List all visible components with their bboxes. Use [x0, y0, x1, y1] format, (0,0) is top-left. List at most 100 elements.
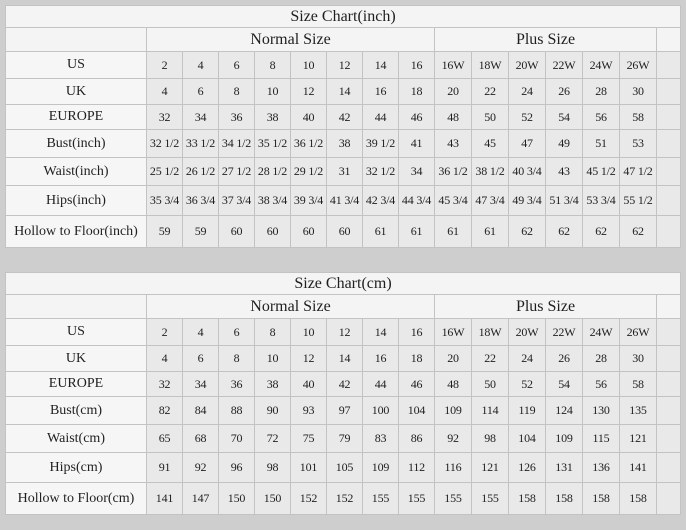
size-value: 38 3/4	[254, 185, 291, 216]
size-value: 22	[471, 78, 509, 105]
spacer-cell	[656, 27, 681, 52]
row-label: Waist(cm)	[5, 424, 147, 453]
size-value: 83	[362, 424, 399, 453]
size-value: 10	[254, 78, 291, 105]
table-row: Hollow to Floor(cm) 141 147 150 150 152 152 155…	[5, 482, 681, 515]
spacer-cell	[656, 345, 681, 372]
spacer-cell	[656, 104, 681, 130]
size-value: 38	[254, 371, 291, 397]
column-group-row: Normal Size Plus Size	[5, 294, 681, 319]
spacer-cell	[656, 396, 681, 425]
size-value: 62	[545, 215, 583, 248]
size-value: 158	[508, 482, 546, 515]
row-label: Waist(inch)	[5, 157, 147, 186]
size-value: 53 3/4	[582, 185, 620, 216]
corner-cell	[5, 27, 147, 52]
table-row: EUROPE 32 34 36 38 40 42 44 46 48 50 52 54 56 58	[5, 371, 681, 397]
size-value: 22	[471, 345, 509, 372]
size-value: 34	[182, 371, 219, 397]
size-value: 26W	[619, 318, 657, 346]
size-value: 36 3/4	[182, 185, 219, 216]
size-value: 22W	[545, 318, 583, 346]
row-label: UK	[5, 345, 147, 372]
spacer-cell	[656, 424, 681, 453]
size-value: 47 3/4	[471, 185, 509, 216]
size-value: 33 1/2	[182, 129, 219, 158]
size-value: 59	[146, 215, 183, 248]
size-chart-cm-table: Size Chart(cm) Normal Size Plus Size US 2 4 6 8…	[5, 272, 681, 515]
size-value: 104	[508, 424, 546, 453]
size-value: 46	[398, 371, 435, 397]
size-value: 61	[362, 215, 399, 248]
table-title: Size Chart(cm)	[5, 272, 681, 295]
size-value: 97	[326, 396, 363, 425]
size-value: 62	[582, 215, 620, 248]
row-label: UK	[5, 78, 147, 105]
size-value: 18W	[471, 318, 509, 346]
size-value: 42 3/4	[362, 185, 399, 216]
size-value: 42	[326, 371, 363, 397]
table-row: US 2 4 6 8 10 12 14 16 16W 18W 20W 22W 24W 26W	[5, 51, 681, 79]
size-value: 31	[326, 157, 363, 186]
size-value: 37 3/4	[218, 185, 255, 216]
size-value: 105	[326, 452, 363, 483]
size-value: 8	[254, 51, 291, 79]
size-value: 36 1/2	[290, 129, 327, 158]
size-value: 12	[326, 51, 363, 79]
size-value: 2	[146, 318, 183, 346]
size-value: 119	[508, 396, 546, 425]
spacer-cell	[656, 482, 681, 515]
size-value: 4	[146, 345, 183, 372]
size-value: 51	[582, 129, 620, 158]
size-value: 32	[146, 371, 183, 397]
size-value: 10	[254, 345, 291, 372]
size-value: 10	[290, 51, 327, 79]
size-value: 26W	[619, 51, 657, 79]
size-value: 12	[290, 345, 327, 372]
size-value: 155	[471, 482, 509, 515]
size-value: 16W	[434, 318, 472, 346]
size-value: 44 3/4	[398, 185, 435, 216]
size-value: 141	[146, 482, 183, 515]
size-value: 6	[218, 318, 255, 346]
size-value: 43	[545, 157, 583, 186]
size-value: 136	[582, 452, 620, 483]
size-value: 22W	[545, 51, 583, 79]
size-value: 16	[362, 345, 399, 372]
size-value: 121	[619, 424, 657, 453]
size-value: 131	[545, 452, 583, 483]
size-value: 126	[508, 452, 546, 483]
size-value: 109	[545, 424, 583, 453]
table-row: Waist(cm) 65 68 70 72 75 79 83 86 92 98 104 109 115 12…	[5, 424, 681, 453]
size-value: 4	[146, 78, 183, 105]
size-value: 20	[434, 78, 472, 105]
size-value: 46	[398, 104, 435, 130]
size-value: 30	[619, 345, 657, 372]
size-value: 109	[434, 396, 472, 425]
size-value: 40 3/4	[508, 157, 546, 186]
spacer-cell	[656, 129, 681, 158]
size-value: 16	[398, 51, 435, 79]
size-value: 155	[398, 482, 435, 515]
size-value: 60	[218, 215, 255, 248]
size-value: 82	[146, 396, 183, 425]
size-value: 130	[582, 396, 620, 425]
size-value: 4	[182, 318, 219, 346]
corner-cell	[5, 294, 147, 319]
size-value: 98	[254, 452, 291, 483]
size-value: 43	[434, 129, 472, 158]
row-label: US	[5, 51, 147, 79]
row-label: Bust(inch)	[5, 129, 147, 158]
column-group-row: Normal Size Plus Size	[5, 27, 681, 52]
size-value: 34	[182, 104, 219, 130]
size-value: 54	[545, 371, 583, 397]
size-value: 34	[398, 157, 435, 186]
size-value: 49	[545, 129, 583, 158]
row-label: Bust(cm)	[5, 396, 147, 425]
size-value: 14	[326, 345, 363, 372]
size-value: 61	[471, 215, 509, 248]
size-value: 79	[326, 424, 363, 453]
size-value: 93	[290, 396, 327, 425]
size-value: 52	[508, 104, 546, 130]
size-value: 104	[398, 396, 435, 425]
